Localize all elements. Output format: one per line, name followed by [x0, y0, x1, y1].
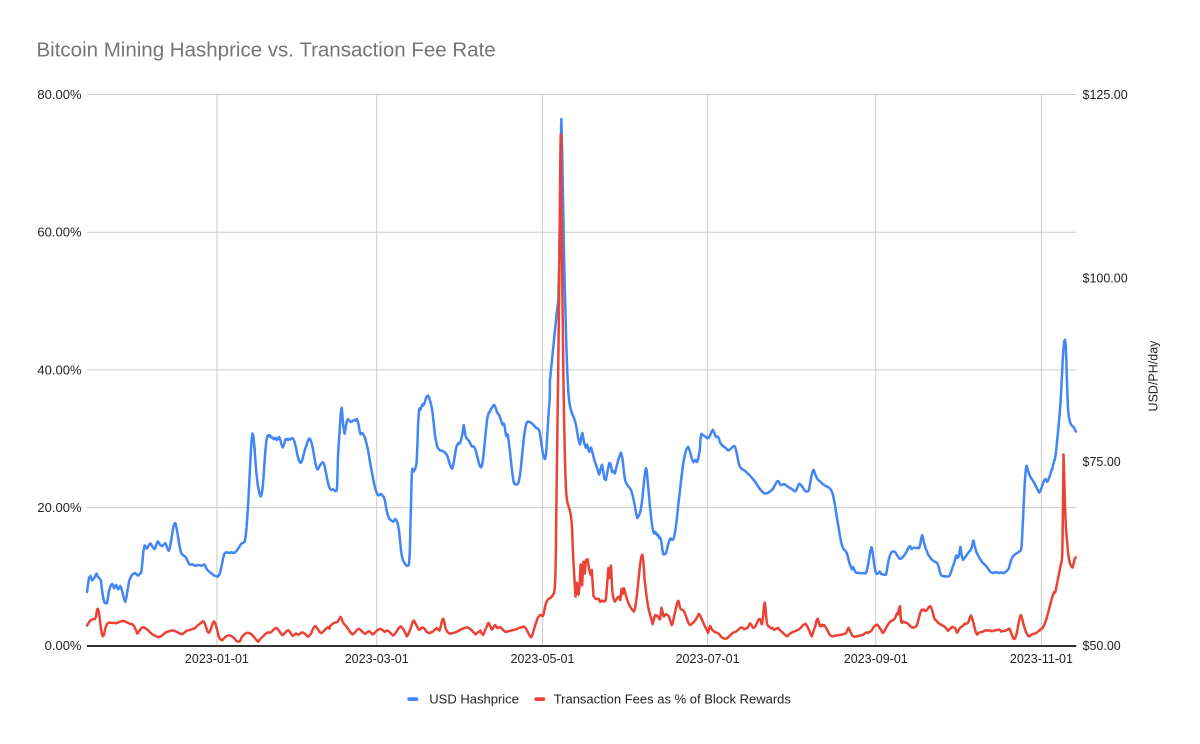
svg-text:2023-09-01: 2023-09-01: [844, 652, 908, 666]
svg-text:Transaction Fees as % of Block: Transaction Fees as % of Block Rewards: [554, 691, 792, 706]
svg-text:USD Hashprice: USD Hashprice: [429, 691, 519, 706]
svg-text:USD/PH/day: USD/PH/day: [1147, 340, 1161, 412]
svg-text:60.00%: 60.00%: [37, 225, 82, 240]
svg-text:2023-07-01: 2023-07-01: [676, 652, 740, 666]
svg-text:2023-11-01: 2023-11-01: [1010, 652, 1073, 666]
svg-text:$125.00: $125.00: [1083, 88, 1128, 102]
svg-text:2023-01-01: 2023-01-01: [185, 652, 249, 666]
svg-text:80.00%: 80.00%: [37, 87, 82, 102]
svg-text:Bitcoin Mining Hashprice vs. T: Bitcoin Mining Hashprice vs. Transaction…: [37, 39, 496, 62]
svg-text:$50.00: $50.00: [1083, 639, 1121, 653]
svg-text:40.00%: 40.00%: [37, 362, 82, 377]
svg-text:$75.00: $75.00: [1083, 455, 1121, 469]
svg-text:2023-05-01: 2023-05-01: [511, 652, 575, 666]
svg-text:$100.00: $100.00: [1083, 272, 1128, 286]
svg-text:20.00%: 20.00%: [37, 500, 82, 515]
svg-text:0.00%: 0.00%: [45, 638, 82, 653]
svg-text:2023-03-01: 2023-03-01: [345, 652, 409, 666]
